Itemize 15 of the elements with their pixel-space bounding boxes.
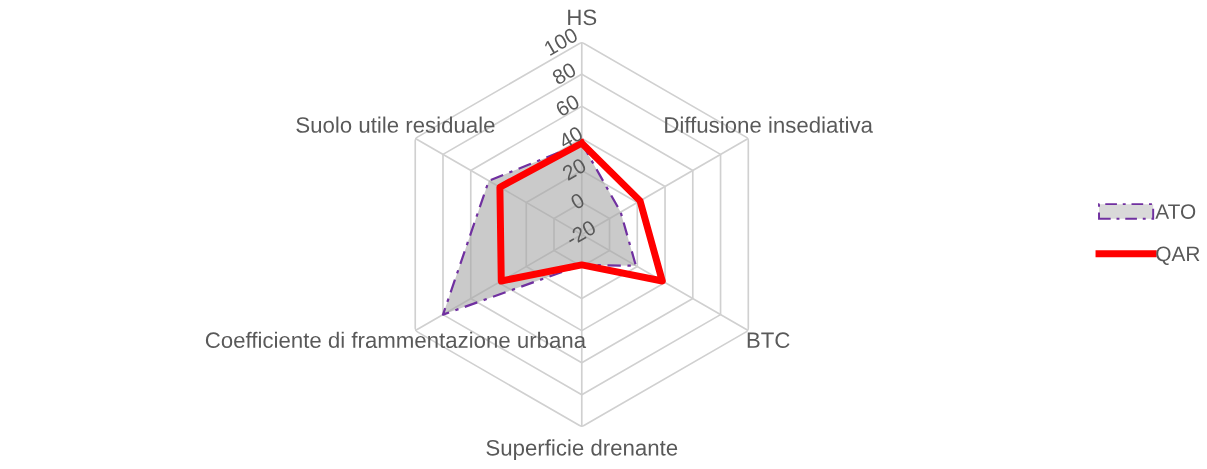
y-tick-label: 80 xyxy=(551,61,578,86)
y-tick-label: 40 xyxy=(557,125,584,150)
spoke-label: Suolo utile residuale xyxy=(296,116,495,133)
spoke-label: Coefficiente di frammentazione urbana xyxy=(205,331,587,349)
spoke-label: HS xyxy=(568,9,597,26)
y-tick-label: 0 xyxy=(569,192,586,210)
spoke-label: Superficie drenante xyxy=(486,439,678,461)
spoke-label: BTC xyxy=(747,332,790,349)
spoke-label: Diffusione insediativa xyxy=(665,116,873,133)
legend-label: QAR xyxy=(1156,246,1200,265)
y-tick-label: 20 xyxy=(561,157,588,181)
y-tick-label: 60 xyxy=(554,93,581,118)
y-tick-label: 100 xyxy=(543,27,579,56)
legend-label: ATO xyxy=(1155,204,1196,219)
y-tick-label: -20 xyxy=(564,219,597,247)
